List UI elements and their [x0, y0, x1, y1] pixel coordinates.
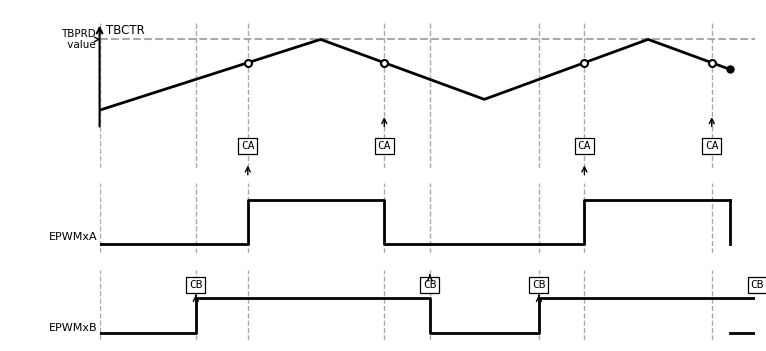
- Text: CA: CA: [705, 141, 719, 151]
- Text: CB: CB: [423, 280, 437, 290]
- Text: EPWMxB: EPWMxB: [49, 323, 98, 333]
- Text: TBPRD
 value: TBPRD value: [61, 28, 96, 50]
- Text: TBCTR: TBCTR: [106, 24, 145, 38]
- Text: CA: CA: [578, 141, 591, 151]
- Text: CB: CB: [189, 280, 202, 290]
- Text: CB: CB: [751, 280, 764, 290]
- Text: CA: CA: [378, 141, 391, 151]
- Text: EPWMxA: EPWMxA: [49, 232, 98, 242]
- Text: CB: CB: [532, 280, 545, 290]
- Text: CA: CA: [241, 141, 254, 151]
